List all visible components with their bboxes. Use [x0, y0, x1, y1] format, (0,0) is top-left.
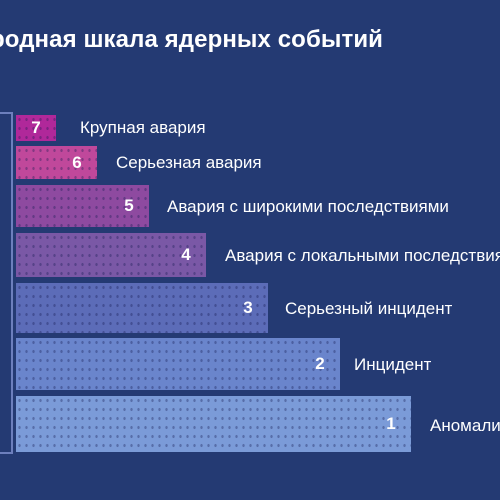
level-7-bar: 7: [16, 115, 56, 141]
level-4-label: Авария с локальными последствиями: [225, 246, 500, 265]
level-5-label: Авария с широкими последствиями: [167, 197, 449, 216]
level-6-bar: 6: [16, 146, 97, 179]
level-1-bar: 1: [16, 396, 411, 452]
level-4-number: 4: [181, 245, 191, 264]
level-6-number: 6: [72, 152, 82, 172]
level-2-number: 2: [315, 354, 325, 373]
level-3-label: Серьезный инцидент: [285, 299, 453, 318]
level-7-number: 7: [31, 118, 41, 137]
level-1-label: Аномалия: [430, 416, 500, 435]
level-6-label: Серьезная авария: [116, 153, 262, 172]
scale-bracket: [0, 112, 13, 454]
level-2-label: Инцидент: [354, 355, 432, 374]
level-5-bar: 5: [16, 185, 149, 227]
level-3-number: 3: [243, 298, 253, 317]
level-5-number: 5: [124, 196, 134, 215]
level-2-bar: 2: [16, 338, 340, 390]
level-1-number: 1: [386, 414, 396, 433]
level-7-label: Крупная авария: [80, 118, 206, 137]
page-title: родная шкала ядерных событий: [0, 26, 384, 53]
level-4-bar: 4: [16, 233, 206, 277]
level-3-bar: 3: [16, 283, 268, 333]
